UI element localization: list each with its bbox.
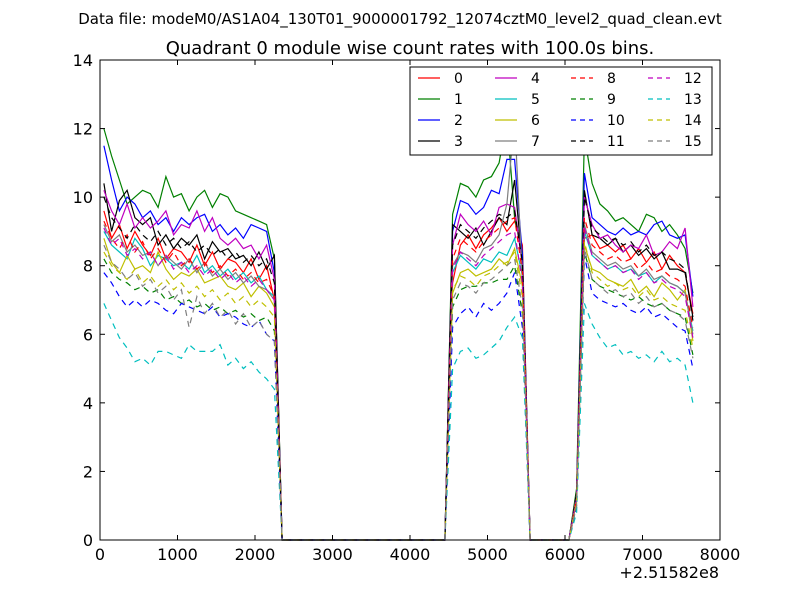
- x-tick-label: 3000: [312, 545, 353, 564]
- series-line-3: [103, 179, 694, 541]
- legend-label: 6: [531, 113, 540, 129]
- legend-label: 1: [454, 92, 463, 108]
- legend-label: 3: [454, 134, 463, 150]
- legend-label: 7: [531, 134, 540, 150]
- legend-entry-10: 10: [571, 113, 625, 129]
- series-line-14: [103, 241, 694, 541]
- series-line-12: [103, 227, 694, 541]
- legend-entry-11: 11: [571, 134, 625, 150]
- legend-entry-13: 13: [648, 92, 702, 108]
- y-tick-label: 10: [73, 188, 93, 207]
- legend-entry-2: 2: [418, 113, 463, 129]
- x-tick-label: 5000: [467, 545, 508, 564]
- legend-label: 5: [531, 92, 540, 108]
- series-line-11: [103, 196, 694, 541]
- legend-entry-5: 5: [495, 92, 540, 108]
- x-tick-label: 8000: [700, 545, 741, 564]
- y-tick-label: 14: [73, 51, 93, 70]
- chart-title: Quadrant 0 module wise count rates with …: [166, 38, 655, 59]
- y-tick-label: 6: [83, 325, 93, 344]
- x-tick-label: 7000: [622, 545, 663, 564]
- y-tick-label: 12: [73, 120, 93, 139]
- legend-entry-1: 1: [418, 92, 463, 108]
- y-tick-label: 2: [83, 462, 93, 481]
- legend-entry-3: 3: [418, 134, 463, 150]
- series-line-13: [103, 303, 694, 541]
- chart-suptitle: Data file: modeM0/AS1A04_130T01_90000017…: [78, 10, 722, 29]
- y-tick-label: 8: [83, 257, 93, 276]
- x-tick-label: 6000: [545, 545, 586, 564]
- x-tick-label: 1000: [157, 545, 198, 564]
- plot-lines: [103, 118, 694, 541]
- x-tick-label: 0: [95, 545, 105, 564]
- series-line-1: [103, 118, 694, 541]
- legend-label: 15: [684, 134, 702, 150]
- legend-frame: [409, 66, 713, 156]
- legend-label: 10: [607, 113, 625, 129]
- legend-entry-14: 14: [648, 113, 702, 129]
- legend-entry-12: 12: [648, 71, 702, 87]
- legend-entry-9: 9: [571, 92, 616, 108]
- x-tick-label: 2000: [235, 545, 276, 564]
- legend-entry-8: 8: [571, 71, 616, 87]
- legend-entry-6: 6: [495, 113, 540, 129]
- series-line-8: [103, 216, 694, 541]
- legend-entry-0: 0: [418, 71, 463, 87]
- x-tick-label: 4000: [390, 545, 431, 564]
- legend-entry-4: 4: [495, 71, 540, 87]
- legend-label: 2: [454, 113, 463, 129]
- y-tick-label: 0: [83, 531, 93, 550]
- legend-entry-15: 15: [648, 134, 702, 150]
- series-line-10: [103, 255, 694, 541]
- legend-label: 4: [531, 71, 540, 87]
- legend-label: 12: [684, 71, 702, 87]
- legend-label: 0: [454, 71, 463, 87]
- legend-label: 13: [684, 92, 702, 108]
- legend-label: 9: [607, 92, 616, 108]
- legend-label: 11: [607, 134, 625, 150]
- y-tick-label: 4: [83, 394, 93, 413]
- x-axis-offset-label: +2.51582e8: [619, 563, 719, 582]
- legend-label: 14: [684, 113, 702, 129]
- legend-label: 8: [607, 71, 616, 87]
- legend-entry-7: 7: [495, 134, 540, 150]
- x-axis: 0 1000 2000 3000 4000 5000 6000 7000 8000: [95, 60, 740, 564]
